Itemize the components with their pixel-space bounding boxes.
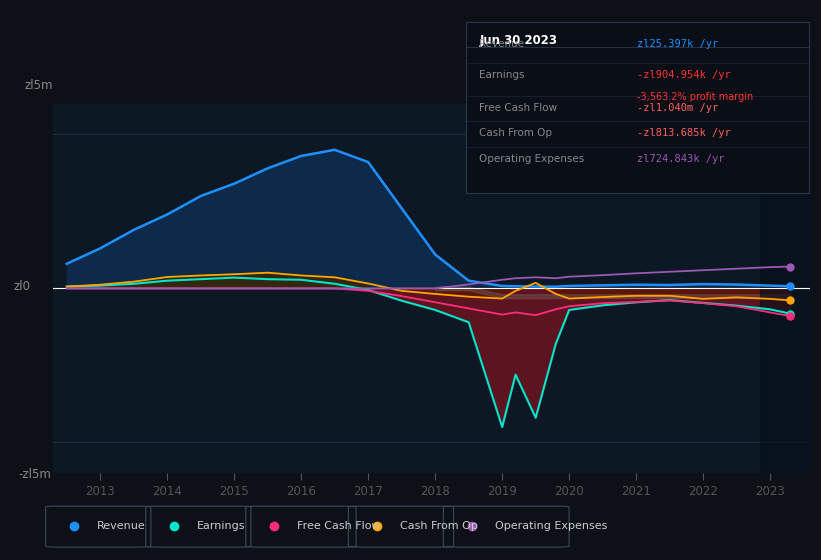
Text: Cash From Op: Cash From Op [400, 521, 478, 531]
Text: -zl904.954k /yr: -zl904.954k /yr [637, 70, 731, 80]
Text: Free Cash Flow: Free Cash Flow [297, 521, 381, 531]
Text: Free Cash Flow: Free Cash Flow [479, 102, 557, 113]
Text: Revenue: Revenue [479, 39, 525, 49]
Text: zl0: zl0 [14, 280, 31, 293]
Text: Cash From Op: Cash From Op [479, 128, 553, 138]
Text: Earnings: Earnings [197, 521, 245, 531]
Text: zl724.843k /yr: zl724.843k /yr [637, 154, 725, 164]
Text: Operating Expenses: Operating Expenses [494, 521, 607, 531]
Text: zl25.397k /yr: zl25.397k /yr [637, 39, 718, 49]
Text: Earnings: Earnings [479, 70, 525, 80]
Text: -zl1.040m /yr: -zl1.040m /yr [637, 102, 718, 113]
Text: zl5m: zl5m [25, 80, 53, 92]
Text: Revenue: Revenue [97, 521, 146, 531]
Text: Jun 30 2023: Jun 30 2023 [479, 34, 557, 48]
Text: -3,563.2% profit margin: -3,563.2% profit margin [637, 92, 754, 102]
Bar [760, 104, 810, 473]
Text: -zl813.685k /yr: -zl813.685k /yr [637, 128, 731, 138]
Text: Operating Expenses: Operating Expenses [479, 154, 585, 164]
Text: -zl5m: -zl5m [18, 468, 51, 480]
